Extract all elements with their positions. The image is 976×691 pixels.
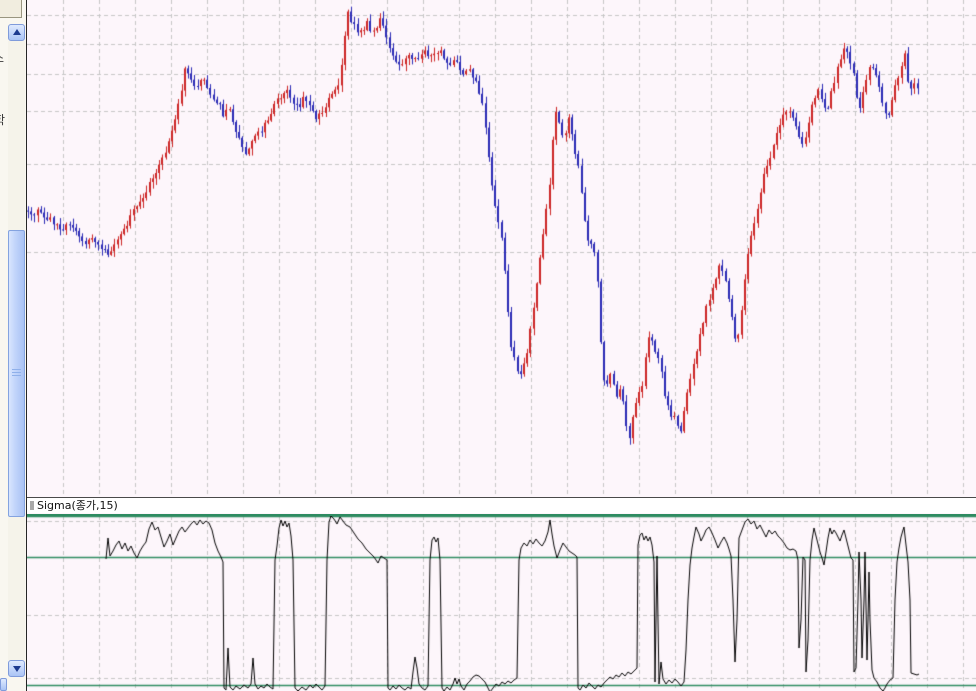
clipped-corner-scroll-button[interactable] xyxy=(0,678,7,691)
left-rail: 스 학 xyxy=(0,0,26,691)
chevron-up-icon xyxy=(12,29,21,35)
series-marker-icon xyxy=(30,501,34,510)
chevron-down-icon xyxy=(12,666,21,672)
scroll-up-button[interactable] xyxy=(8,24,25,41)
sigma-indicator-header[interactable]: Sigma(종가,15) xyxy=(27,497,976,513)
clipped-menu-text: 학 xyxy=(0,114,5,127)
sigma-upper-band-line xyxy=(27,514,976,516)
sigma-chart-canvas[interactable] xyxy=(27,516,976,691)
clipped-menu-text: 스 xyxy=(0,52,4,65)
panel-border xyxy=(26,0,27,691)
price-chart-canvas[interactable] xyxy=(27,0,976,497)
scrollbar-grip-icon xyxy=(12,369,21,378)
vertical-scrollbar-thumb[interactable] xyxy=(8,230,25,517)
left-rail-header-box xyxy=(0,0,22,18)
sigma-indicator-label: Sigma(종가,15) xyxy=(37,499,118,512)
scroll-down-button[interactable] xyxy=(8,660,25,677)
